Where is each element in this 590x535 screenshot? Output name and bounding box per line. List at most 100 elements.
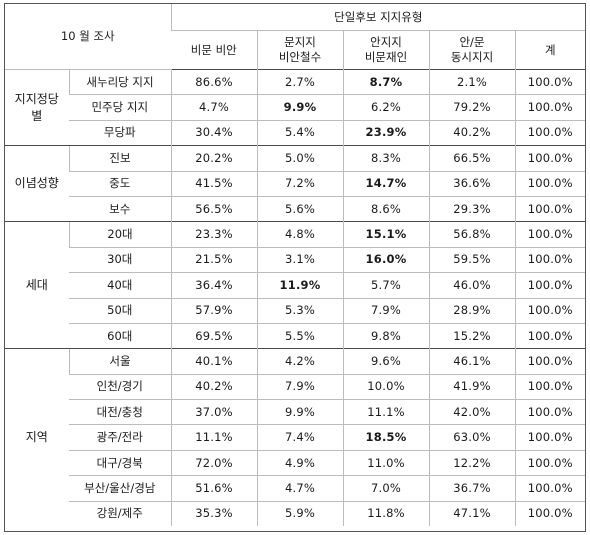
corner-header: 10 월 조사	[5, 4, 171, 70]
value-cell: 36.7%	[428, 475, 515, 502]
value-cell: 42.0%	[428, 399, 515, 425]
table-row: 대전/충청 37.0% 9.9% 11.1% 42.0% 100.0%	[5, 399, 586, 425]
column-header: 비문 비안	[171, 30, 257, 70]
value-cell: 20.2%	[170, 145, 257, 172]
value-cell: 4.7%	[256, 475, 343, 502]
value-cell: 8.7%	[342, 68, 429, 95]
value-cell: 11.1%	[170, 424, 257, 451]
value-cell: 47.1%	[428, 500, 515, 527]
value-cell: 40.2%	[428, 119, 515, 146]
value-cell: 15.2%	[428, 322, 515, 349]
row-label: 중도	[69, 170, 171, 197]
value-cell: 100.0%	[514, 119, 586, 146]
table-row: 지지정당 별 새누리당 지지 86.6% 2.7% 8.7% 2.1% 100.0%	[5, 68, 586, 146]
table-row: 이념성향 진보 20.2% 5.0% 8.3% 66.5% 100.0%	[5, 145, 586, 222]
value-cell: 63.0%	[428, 424, 515, 451]
value-cell: 46.0%	[428, 272, 515, 299]
column-header: 안지지 비문재인	[342, 30, 429, 70]
value-cell: 29.3%	[428, 195, 515, 222]
group-label-line2: 별	[31, 108, 43, 123]
value-cell: 3.1%	[256, 246, 343, 273]
column-header-line2: 비안철수	[278, 50, 322, 64]
table-row: 40대 36.4% 11.9% 5.7% 46.0% 100.0%	[5, 272, 586, 299]
value-cell: 5.4%	[256, 119, 343, 146]
table-row: 광주/전라 11.1% 7.4% 18.5% 63.0% 100.0%	[5, 424, 586, 451]
value-cell: 9.6%	[342, 348, 429, 375]
table-row: 30대 21.5% 3.1% 16.0% 59.5% 100.0%	[5, 246, 586, 273]
value-cell: 100.0%	[514, 348, 586, 375]
row-label: 서울	[68, 348, 171, 375]
value-cell: 56.5%	[170, 195, 257, 222]
value-cell: 46.1%	[428, 348, 515, 375]
row-label: 30대	[69, 246, 171, 273]
column-header: 문지지 비안철수	[256, 30, 343, 70]
value-cell: 2.1%	[428, 68, 515, 95]
value-cell: 41.9%	[428, 373, 515, 400]
column-header: 계	[514, 30, 586, 70]
value-cell: 40.2%	[170, 373, 257, 400]
column-header-line2: 비문재인	[364, 50, 408, 64]
table-row: 강원/제주 35.3% 5.9% 11.8% 47.1% 100.0%	[5, 500, 586, 527]
column-header-line1: 계	[544, 42, 556, 57]
value-cell: 23.3%	[170, 221, 257, 248]
group-header: 단일후보 지지유형	[170, 4, 586, 31]
value-cell: 72.0%	[170, 449, 257, 476]
value-cell: 28.9%	[428, 297, 515, 324]
value-cell: 100.0%	[514, 145, 586, 172]
value-cell: 5.9%	[256, 500, 343, 527]
survey-table-body: 10 월 조사 단일후보 지지유형 비문 비안 문지지 비안철수 안지지 비문재인 …	[5, 4, 586, 527]
table-row: 중도 41.5% 7.2% 14.7% 36.6% 100.0%	[5, 170, 586, 197]
value-cell: 79.2%	[428, 94, 515, 121]
row-label: 보수	[69, 195, 171, 222]
value-cell: 11.9%	[256, 272, 343, 299]
value-cell: 8.3%	[342, 145, 429, 172]
value-cell: 5.6%	[256, 195, 343, 222]
value-cell: 86.6%	[170, 68, 257, 95]
table-row: 민주당 지지 4.7% 9.9% 6.2% 79.2% 100.0%	[5, 94, 586, 121]
value-cell: 10.0%	[342, 373, 429, 400]
table-row: 60대 69.5% 5.5% 9.8% 15.2% 100.0%	[5, 322, 586, 349]
survey-table: 10 월 조사 단일후보 지지유형 비문 비안 문지지 비안철수 안지지 비문재인 …	[5, 4, 586, 527]
value-cell: 4.2%	[256, 348, 343, 375]
group-label: 지역	[5, 348, 69, 527]
column-header-line1: 안지지	[370, 35, 402, 49]
value-cell: 15.1%	[342, 221, 429, 248]
value-cell: 100.0%	[514, 424, 586, 451]
row-label: 광주/전라	[69, 424, 171, 451]
row-label: 대구/경북	[69, 449, 171, 476]
row-label: 50대	[69, 297, 171, 324]
group-label-line1: 이념성향	[14, 176, 59, 191]
header-row-1: 10 월 조사 단일후보 지지유형	[5, 4, 586, 70]
row-label: 민주당 지지	[69, 94, 171, 121]
table-row: 인천/경기 40.2% 7.9% 10.0% 41.9% 100.0%	[5, 373, 586, 400]
header-row-2: 비문 비안 문지지 비안철수 안지지 비문재인 안/문 동시지지 계	[5, 30, 586, 70]
value-cell: 36.6%	[428, 170, 515, 197]
value-cell: 23.9%	[342, 119, 429, 146]
value-cell: 11.8%	[342, 500, 429, 527]
value-cell: 18.5%	[342, 424, 429, 451]
column-header-line1: 문지지	[284, 35, 316, 49]
value-cell: 16.0%	[342, 246, 429, 273]
value-cell: 4.9%	[256, 449, 343, 476]
row-label: 20대	[68, 221, 171, 248]
value-cell: 8.6%	[342, 195, 429, 222]
value-cell: 100.0%	[514, 373, 586, 400]
table-row: 지역 서울 40.1% 4.2% 9.6% 46.1% 100.0%	[5, 348, 586, 527]
value-cell: 100.0%	[514, 399, 586, 425]
value-cell: 4.7%	[170, 94, 257, 121]
column-header-line1: 비문 비안	[190, 42, 237, 57]
row-label: 부산/울산/경남	[69, 475, 171, 502]
value-cell: 57.9%	[170, 297, 257, 324]
table-row: 50대 57.9% 5.3% 7.9% 28.9% 100.0%	[5, 297, 586, 324]
row-label: 새누리당 지지	[68, 68, 171, 95]
group-label: 이념성향	[5, 145, 69, 222]
table-row: 보수 56.5% 5.6% 8.6% 29.3% 100.0%	[5, 195, 586, 222]
value-cell: 35.3%	[170, 500, 257, 527]
group-label: 지지정당 별	[5, 68, 69, 146]
table-row: 부산/울산/경남 51.6% 4.7% 7.0% 36.7% 100.0%	[5, 475, 586, 502]
value-cell: 11.1%	[342, 399, 429, 425]
value-cell: 100.0%	[514, 322, 586, 349]
group-label-line1: 세대	[25, 277, 48, 292]
value-cell: 7.2%	[256, 170, 343, 197]
value-cell: 7.0%	[342, 475, 429, 502]
